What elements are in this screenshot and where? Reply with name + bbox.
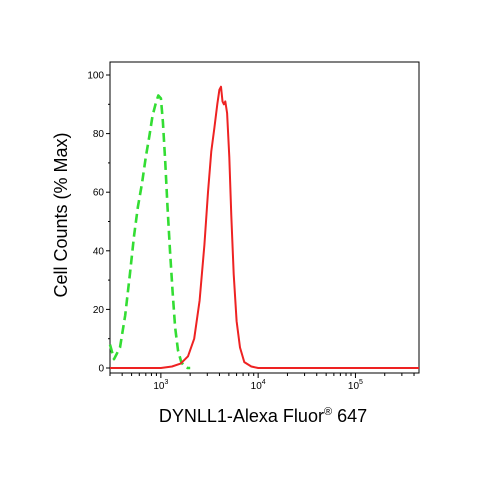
plot-border (109, 61, 420, 374)
y-tick-label-40: 40 (93, 246, 105, 257)
histogram-series-1 (108, 94, 191, 370)
plot-frame (109, 61, 420, 374)
x-axis-title: DYNLL1-Alexa Fluor® 647 (159, 406, 367, 426)
series-layer (108, 85, 419, 370)
x-tick-exponent: 3 (164, 379, 168, 386)
y-tick-label-0: 0 (98, 364, 104, 375)
y-tick-label-20: 20 (93, 305, 105, 316)
x-tick-base: 10 (348, 381, 360, 392)
x-tick-base: 10 (153, 381, 165, 392)
y-axis-title: Cell Counts (% Max) (51, 132, 71, 297)
x-tick-exponent: 4 (262, 379, 266, 386)
y-tick-label-80: 80 (93, 129, 105, 140)
x-tick-label-5: 105 (348, 379, 363, 392)
x-tick-exponent: 5 (359, 379, 363, 386)
x-tick-label-4: 104 (251, 379, 266, 392)
x-tick-label-3: 103 (153, 379, 168, 392)
x-axis-title-registered: ® (324, 406, 332, 418)
x-axis-title-suffix: 647 (332, 406, 367, 426)
y-tick-label-60: 60 (93, 188, 105, 199)
y-tick-label-100: 100 (87, 71, 104, 82)
histogram-series-2 (110, 85, 419, 369)
x-tick-base: 10 (251, 381, 263, 392)
x-axis-title-main: DYNLL1-Alexa Fluor (159, 406, 324, 426)
